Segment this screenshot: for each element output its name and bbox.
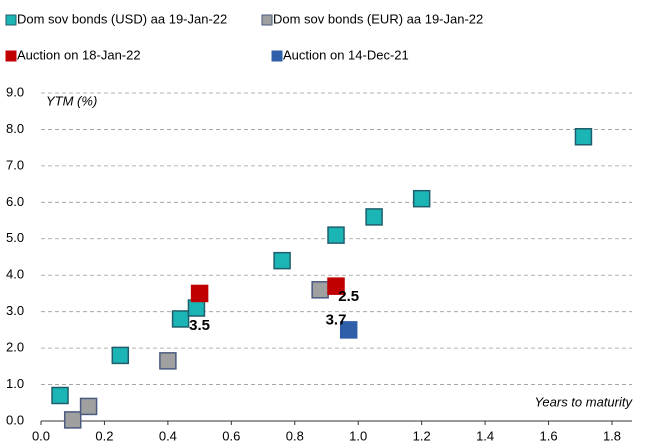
marker	[339, 321, 358, 339]
y-tick-label: 3.0	[6, 303, 24, 318]
marker	[327, 277, 345, 295]
y-tick-label: 5.0	[6, 230, 24, 245]
marker	[51, 386, 69, 405]
marker	[187, 299, 206, 317]
legend-swatch	[261, 14, 273, 26]
legend-label: Dom sov bonds (USD) aa 19-Jan-22	[17, 11, 227, 26]
y-tick-label: 4.0	[6, 267, 24, 282]
x-tick-label: 1.8	[603, 428, 621, 443]
y-tick-label: 2.0	[6, 340, 24, 355]
annotation: 2.5	[338, 288, 359, 305]
annotation: 3.5	[189, 317, 210, 334]
x-tick-label: 0.4	[159, 428, 177, 443]
marker	[159, 352, 177, 370]
x-tick-label: 0.6	[222, 428, 240, 443]
marker	[79, 397, 98, 416]
legend-swatch	[5, 50, 17, 62]
marker	[327, 226, 345, 244]
y-tick-label: 1.0	[6, 376, 24, 391]
x-axis-label: Years to maturity	[534, 394, 633, 409]
x-tick-label: 0.2	[95, 428, 113, 443]
marker	[111, 346, 130, 365]
y-tick-label: 0.0	[6, 412, 24, 427]
legend-swatch	[5, 14, 17, 26]
legend-label: Auction on 18-Jan-22	[17, 47, 141, 62]
marker	[365, 208, 383, 226]
legend-label: Dom sov bonds (EUR) aa 19-Jan-22	[273, 11, 483, 26]
y-tick-label: 9.0	[6, 84, 24, 99]
legend-label: Auction on 14-Dec-21	[283, 47, 409, 62]
marker	[412, 189, 431, 208]
x-tick-label: 1.6	[540, 428, 558, 443]
x-tick-label: 1.4	[476, 428, 494, 443]
legend-swatch	[271, 50, 283, 62]
marker	[190, 284, 209, 303]
annotation: 3.7	[326, 312, 347, 329]
x-tick-label: 1.0	[349, 428, 367, 443]
y-tick-label: 7.0	[6, 157, 24, 172]
marker	[171, 310, 190, 328]
x-tick-label: 0.0	[32, 428, 50, 443]
marker	[273, 251, 291, 270]
y-axis-label: YTM (%)	[46, 93, 97, 108]
y-tick-label: 8.0	[6, 121, 24, 136]
y-tick-label: 6.0	[6, 194, 24, 209]
marker	[63, 411, 82, 429]
marker	[574, 127, 593, 146]
x-tick-label: 0.8	[286, 428, 304, 443]
marker	[311, 281, 329, 299]
x-tick-label: 1.2	[413, 428, 431, 443]
